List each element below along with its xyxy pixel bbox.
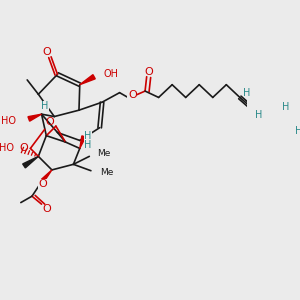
Polygon shape xyxy=(23,156,38,168)
Polygon shape xyxy=(40,170,52,183)
Text: H: H xyxy=(84,131,92,141)
Text: H: H xyxy=(41,101,48,111)
Text: O: O xyxy=(42,204,51,214)
Text: O: O xyxy=(128,90,137,100)
Text: O: O xyxy=(20,143,28,153)
Polygon shape xyxy=(80,136,86,148)
Text: H: H xyxy=(295,126,300,136)
Text: O: O xyxy=(39,179,47,189)
Text: Me: Me xyxy=(100,168,114,177)
Text: O: O xyxy=(145,67,153,77)
Text: H: H xyxy=(255,110,262,120)
Text: HO: HO xyxy=(1,116,16,125)
Text: H: H xyxy=(84,140,92,150)
Polygon shape xyxy=(28,114,41,121)
Polygon shape xyxy=(80,75,95,85)
Text: O: O xyxy=(43,47,52,57)
Text: H: H xyxy=(242,88,250,98)
Text: O: O xyxy=(45,117,54,127)
Text: HO: HO xyxy=(0,143,14,153)
Text: Me: Me xyxy=(97,149,111,158)
Text: H: H xyxy=(282,102,290,112)
Text: OH: OH xyxy=(104,68,119,79)
